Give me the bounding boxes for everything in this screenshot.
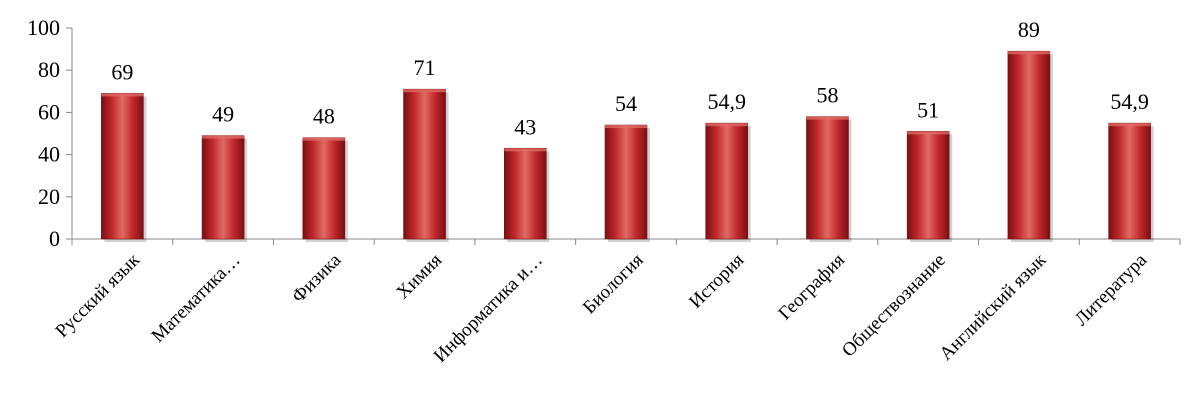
bar [302,137,346,240]
y-tick-label: 40 [38,142,60,167]
category-label: Информатика и… [430,250,547,367]
bar [806,116,849,240]
bar-cap [1108,123,1151,127]
bar-cap [202,135,245,139]
data-label: 58 [816,83,838,108]
y-tick-label: 0 [49,226,60,251]
category-label: География [774,250,849,325]
data-label: 51 [917,97,939,122]
data-label: 89 [1018,17,1040,42]
bar [1007,50,1051,240]
category-labels: Русский язык Математика… Физика ХимияИнформ… [52,249,1152,367]
bar-cap [302,137,345,141]
data-label: 48 [313,104,335,129]
category-label: Химия [392,250,446,304]
category-label: Русский язык [52,249,145,342]
bar-cap [907,131,950,135]
bar-cap [806,116,849,120]
bar-cap [1007,51,1050,55]
data-label: 54,9 [1110,89,1149,114]
bar-cap [504,148,547,152]
bar-cap [705,123,748,127]
bars [101,50,1154,243]
category-label: Биология [579,250,648,319]
data-labels: 69 49 48 71 43 54 54,9 58 51 89 54,9 [111,17,1149,139]
bar [403,88,446,240]
bar [101,93,144,240]
y-tick-label: 20 [38,184,60,209]
data-label: 49 [212,102,234,127]
data-label: 54,9 [707,89,746,114]
y-tick-label: 100 [27,15,60,40]
bar [906,131,950,240]
data-label: 69 [111,59,133,84]
data-label: 54 [615,91,637,116]
bar [604,124,648,240]
data-label: 43 [514,114,536,139]
category-label: Английский язык [936,249,1051,364]
category-label: Физика [288,249,346,307]
data-label: 71 [414,55,436,80]
y-tick-label: 60 [38,99,60,124]
bar [1108,122,1151,240]
y-ticks: 0 20 40 60 80 100 [27,15,72,251]
category-label: Математика… [148,250,245,347]
y-tick-label: 80 [38,57,60,82]
bar-cap [101,93,144,97]
bar [705,122,749,240]
x-ticks [71,239,1181,245]
category-label: Обществознание [838,250,950,362]
bar-cap [403,89,446,93]
bar [503,147,547,240]
bar-cap [605,125,647,129]
category-label: Литература [1071,249,1152,330]
bar [201,135,245,240]
category-label: История [685,250,748,313]
